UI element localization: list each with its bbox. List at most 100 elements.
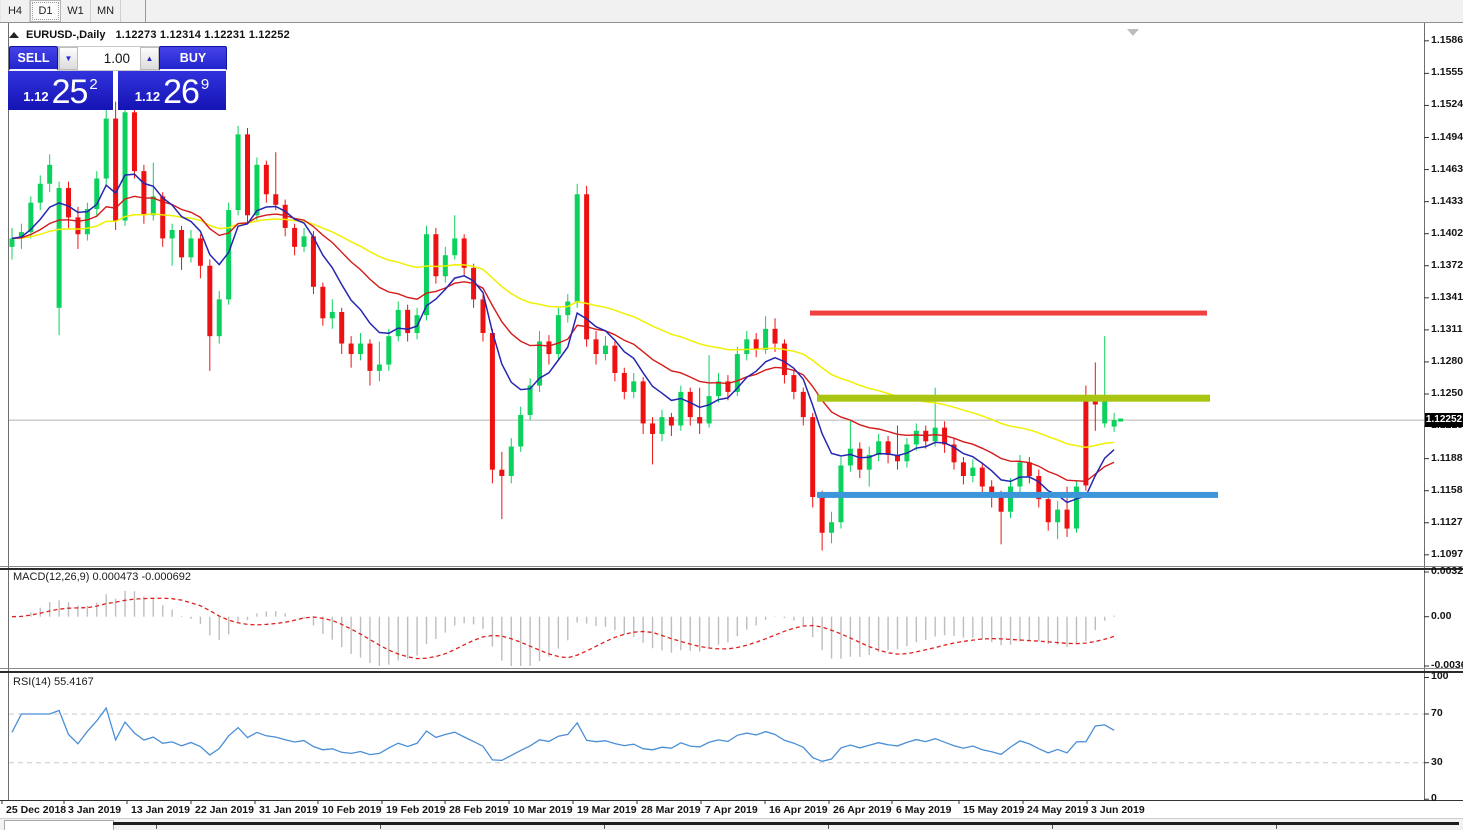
candle-body — [122, 112, 128, 221]
chart-shift-marker-icon[interactable] — [1127, 29, 1139, 36]
sell-button[interactable]: SELL — [9, 46, 58, 71]
buy-price-display[interactable]: 1.12 26 9 — [118, 71, 226, 110]
candle-body — [207, 265, 213, 337]
price-axis-label: 1.14940 — [1431, 130, 1463, 143]
rsi-value: 55.4167 — [53, 676, 94, 688]
price-axis-label: 1.12500 — [1431, 387, 1463, 399]
collapse-triangle-icon[interactable] — [9, 32, 19, 38]
candle-body — [414, 315, 420, 334]
date-axis-label: 26 Apr 2019 — [833, 804, 892, 816]
candle-body — [894, 454, 900, 462]
candle-body — [734, 354, 740, 392]
tab-d1[interactable]: D1 — [30, 0, 61, 22]
price-axis-label: 1.11275 — [1431, 515, 1463, 528]
candle-body — [612, 345, 618, 373]
candle-body — [235, 134, 241, 211]
candle-body — [18, 232, 24, 239]
sell-price-display[interactable]: 1.12 25 2 — [8, 71, 113, 110]
candle-body — [329, 312, 335, 319]
candle-body — [913, 430, 919, 445]
candle-body — [499, 469, 505, 476]
drawn-hline-0[interactable] — [810, 310, 1207, 316]
candle-body — [452, 238, 458, 256]
price-pane[interactable] — [9, 99, 1424, 551]
price-axis-label: 1.13110 — [1431, 322, 1463, 335]
candle-body — [480, 299, 486, 334]
macd-main-value: 0.000473 — [92, 571, 139, 583]
candle-body — [565, 301, 571, 316]
candle-body — [75, 217, 81, 235]
pane-separator-rsi-top2[interactable] — [0, 671, 1463, 673]
volume-decrease-button[interactable]: ▼ — [59, 47, 78, 70]
price-axis-label: 1.15860 — [1431, 33, 1463, 46]
tab-mn[interactable]: MN — [91, 0, 121, 22]
candle-body — [546, 341, 552, 355]
date-axis-label: 25 Dec 2018 — [6, 804, 67, 816]
chart-title-row: EURUSD-,Daily 1.12273 1.12314 1.12231 1.… — [9, 29, 290, 41]
pane-separator-rsi-top[interactable] — [0, 668, 1463, 669]
date-axis-label: 31 Jan 2019 — [259, 804, 318, 816]
drawn-hline-1[interactable] — [817, 394, 1210, 402]
tab-h4[interactable]: H4 — [0, 0, 30, 22]
rsi-axis-label: 100 — [1431, 670, 1449, 683]
candle-body — [320, 286, 326, 319]
candle-body — [697, 417, 703, 424]
price-axis-label: 1.14635 — [1431, 162, 1463, 175]
candle-body — [640, 381, 646, 424]
date-axis-border — [0, 800, 1463, 801]
next-window-tick — [380, 825, 381, 829]
candle-body — [527, 385, 533, 416]
candle-body — [131, 112, 137, 172]
candle-body — [810, 417, 816, 498]
pane-separator-macd-top2[interactable] — [0, 568, 1463, 570]
price-axis-label: 1.15245 — [1431, 98, 1463, 111]
macd-axis-label: 0.003287 — [1431, 565, 1463, 577]
candle-body — [772, 328, 778, 344]
macd-axis-label: 0.00 — [1431, 609, 1452, 622]
candle-body — [28, 202, 34, 233]
volume-increase-button[interactable]: ▲ — [140, 47, 159, 70]
candle-body — [518, 415, 524, 447]
date-axis-label: 10 Mar 2019 — [513, 804, 573, 816]
candle-body — [273, 194, 279, 205]
symbol-period-label: EURUSD-,Daily — [26, 29, 106, 41]
next-window-strip — [0, 818, 1463, 830]
candle-body — [84, 208, 90, 235]
candle-body — [113, 118, 119, 221]
price-axis-label: 1.14330 — [1431, 194, 1463, 207]
drawn-hline-2[interactable] — [817, 491, 1218, 498]
candle-body — [310, 236, 316, 287]
candle-body — [1045, 499, 1051, 523]
candle-body — [358, 343, 364, 355]
buy-price-big: 26 — [163, 73, 200, 111]
sell-price-big: 25 — [51, 73, 89, 111]
candle-body — [160, 196, 166, 239]
candle-body — [979, 467, 985, 487]
next-window-tick — [828, 825, 829, 829]
last-close-tick — [1118, 418, 1124, 422]
volume-input[interactable] — [78, 47, 140, 70]
chart-left-border — [8, 23, 9, 800]
candle-body — [744, 339, 750, 355]
candle-body — [433, 234, 439, 277]
macd-pane[interactable] — [11, 590, 1115, 666]
candle-body — [461, 238, 467, 268]
tab-w1[interactable]: W1 — [61, 0, 91, 22]
rsi-pane[interactable] — [9, 706, 1424, 764]
rsi-line — [11, 706, 1115, 762]
candle-body — [489, 333, 495, 470]
rsi-label: RSI(14) — [13, 676, 51, 688]
candle-body — [376, 364, 382, 371]
volume-control: ▼ ▲ — [58, 46, 160, 71]
candle-body — [584, 194, 590, 340]
macd-axis-label: -0.003659 — [1431, 659, 1463, 671]
candle-body — [857, 448, 863, 470]
price-axis-border — [1424, 23, 1425, 800]
candle-body — [1055, 509, 1061, 523]
candle-body — [1073, 486, 1079, 529]
pane-separator-macd-top[interactable] — [0, 566, 1463, 567]
candle-body — [1008, 486, 1014, 512]
candle-body — [574, 194, 580, 302]
buy-button[interactable]: BUY — [159, 46, 227, 71]
